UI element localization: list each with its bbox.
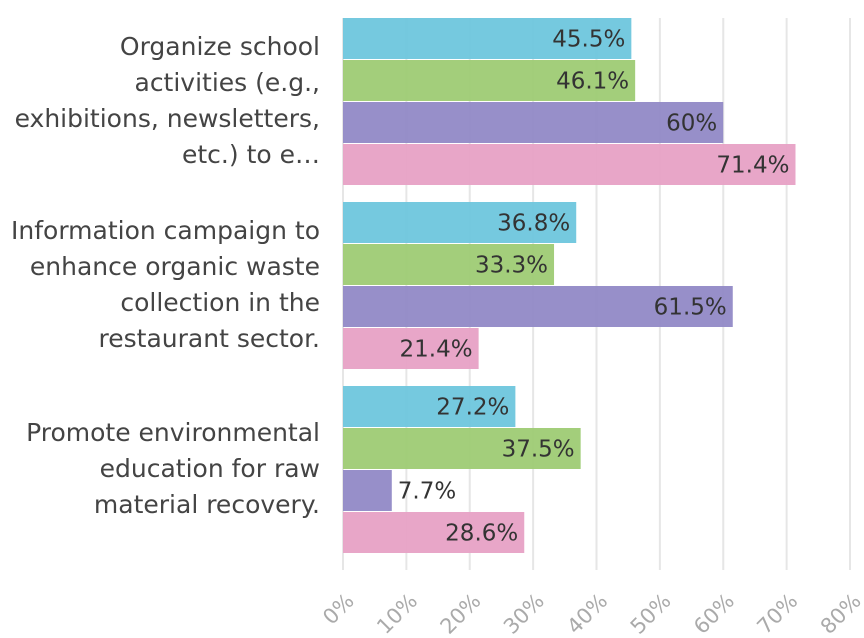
x-tick-label: 10% <box>372 589 422 638</box>
category-label: Information campaign to enhance organic … <box>11 216 320 353</box>
bar <box>343 202 577 243</box>
value-label: 46.1% <box>556 69 629 95</box>
x-tick-label: 80% <box>816 589 864 638</box>
value-label: 36.8% <box>497 211 570 237</box>
x-tick-label: 30% <box>499 589 549 638</box>
category-label: Promote environmental education for raw … <box>26 418 320 519</box>
bar <box>343 428 581 469</box>
x-tick-label: 0% <box>318 589 359 630</box>
bar <box>343 386 516 427</box>
x-tick-label: 60% <box>689 589 739 638</box>
value-label: 71.4% <box>716 153 789 179</box>
bar <box>343 470 392 511</box>
value-label: 60% <box>666 111 717 137</box>
bar <box>343 102 724 143</box>
x-tick-label: 20% <box>436 589 486 638</box>
value-label: 45.5% <box>552 27 625 53</box>
value-label: 7.7% <box>398 479 456 505</box>
bar <box>343 286 733 327</box>
x-tick-label: 50% <box>626 589 676 638</box>
category-label: Organize school activities (e.g., exhibi… <box>7 32 320 169</box>
value-label: 21.4% <box>400 337 473 363</box>
value-label: 61.5% <box>654 295 727 321</box>
x-tick-label: 40% <box>562 589 612 638</box>
bar <box>343 60 636 101</box>
bar <box>343 144 796 185</box>
value-label: 33.3% <box>475 253 548 279</box>
value-label: 28.6% <box>445 521 518 547</box>
value-label: 37.5% <box>502 437 575 463</box>
value-label: 27.2% <box>436 395 509 421</box>
bar <box>343 328 479 369</box>
bar <box>343 244 555 285</box>
bar <box>343 512 525 553</box>
x-tick-label: 70% <box>752 589 802 638</box>
bar <box>343 18 632 59</box>
